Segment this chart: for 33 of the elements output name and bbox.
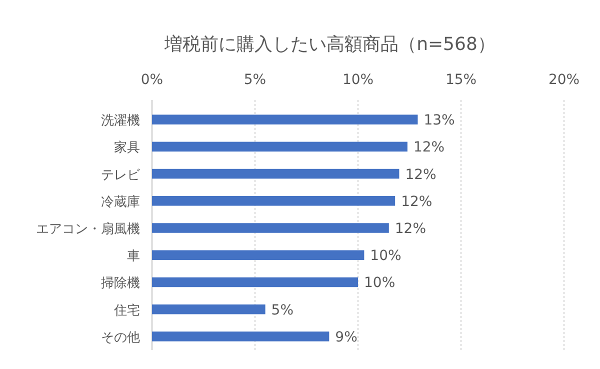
y-tick-label: 掃除機 (101, 276, 140, 292)
y-tick-label: 洗濯機 (101, 114, 140, 129)
y-tick-label: 車 (127, 249, 140, 264)
x-tick-label: 5% (244, 72, 266, 88)
x-tick-label: 20% (548, 72, 580, 88)
bar (152, 196, 396, 206)
bar (152, 250, 364, 260)
data-label: 12% (405, 166, 436, 183)
bar (152, 304, 266, 314)
x-tick-label: 15% (445, 72, 477, 88)
bar (152, 223, 389, 233)
bar (152, 114, 418, 124)
data-label: 10% (364, 275, 396, 292)
y-tick-label: 家具 (114, 140, 140, 156)
data-label: 12% (413, 140, 445, 156)
bar (152, 142, 408, 152)
x-tick-label: 0% (140, 72, 164, 88)
data-label: 13% (424, 112, 455, 129)
bar (152, 168, 400, 179)
y-tick-label: エアコン・扇風機 (36, 221, 140, 237)
data-label: 10% (370, 248, 402, 264)
bar (152, 277, 358, 288)
bar (152, 332, 330, 342)
data-label: 9% (335, 329, 358, 346)
y-tick-label: 冷蔵庫 (101, 194, 140, 210)
y-tick-label: テレビ (101, 168, 141, 183)
data-label: 5% (271, 302, 294, 318)
chart-title: 増税前に購入したい高額商品（n=568） (164, 34, 496, 55)
x-tick-label: 10% (342, 72, 374, 88)
y-tick-label: その他 (101, 330, 140, 346)
data-label: 12% (401, 194, 432, 210)
y-tick-label: 住宅 (113, 302, 140, 318)
data-label: 12% (394, 221, 426, 237)
